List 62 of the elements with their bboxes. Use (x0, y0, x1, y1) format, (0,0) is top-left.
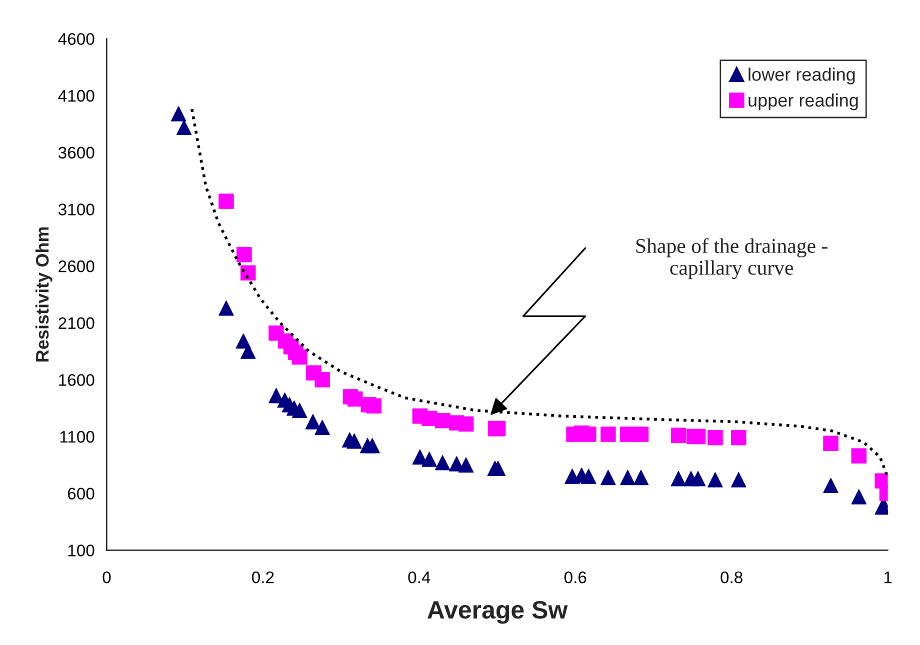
legend-label: lower reading (748, 68, 855, 84)
x-tick-label: 0.2 (252, 571, 274, 584)
point (458, 457, 474, 473)
point (422, 410, 437, 426)
point (620, 470, 636, 486)
point (633, 470, 649, 486)
y-tick-label: 4100 (58, 90, 94, 102)
point (730, 472, 746, 488)
y-tick-label: 2600 (58, 260, 94, 272)
point (434, 455, 450, 470)
point (600, 426, 616, 442)
point (620, 426, 636, 442)
point (458, 416, 474, 432)
point (823, 436, 838, 451)
point (292, 349, 308, 365)
x-tick-label: 0.4 (408, 571, 430, 584)
point (434, 412, 450, 428)
point (851, 489, 867, 504)
point (218, 300, 234, 316)
point (236, 247, 252, 262)
point (823, 478, 838, 494)
point (176, 120, 192, 135)
legend-label: upper reading (748, 93, 858, 110)
x-tick-label: 0 (102, 571, 111, 584)
annotation: Shape of the drainage - capillary curve (636, 238, 828, 280)
point (346, 433, 362, 449)
y-tick-label: 1100 (60, 430, 94, 443)
point (600, 470, 616, 486)
point (240, 265, 256, 280)
point (314, 420, 330, 436)
point (581, 468, 596, 484)
y-axis-title: Resistivity Ohm (35, 227, 52, 362)
point (708, 472, 723, 488)
x-tick-label: 0.6 (564, 571, 586, 584)
y-tick-label: 600 (68, 488, 94, 500)
point (292, 402, 308, 418)
y-tick-label: 100 (68, 544, 94, 556)
point (690, 428, 706, 444)
point (347, 391, 363, 407)
y-tick-label: 3600 (58, 146, 94, 159)
y-tick-label: 2100 (58, 317, 94, 330)
x-axis-title: Average Sw (427, 600, 568, 624)
y-tick-label: 1600 (59, 374, 94, 386)
point (581, 426, 596, 442)
point (364, 438, 380, 454)
point (305, 414, 321, 430)
point (690, 470, 706, 486)
point (708, 430, 723, 446)
x-tick-label: 1 (884, 572, 892, 584)
y-tick-label: 3100 (58, 204, 94, 216)
point (422, 452, 437, 467)
point (218, 194, 234, 209)
point (730, 430, 746, 446)
point (851, 448, 867, 464)
point (366, 398, 382, 414)
point (633, 426, 649, 442)
y-tick-label: 4600 (58, 33, 94, 45)
point (670, 428, 686, 444)
point (314, 372, 330, 388)
point (670, 470, 686, 486)
x-tick-label: 0.8 (720, 571, 742, 584)
point (170, 106, 186, 122)
